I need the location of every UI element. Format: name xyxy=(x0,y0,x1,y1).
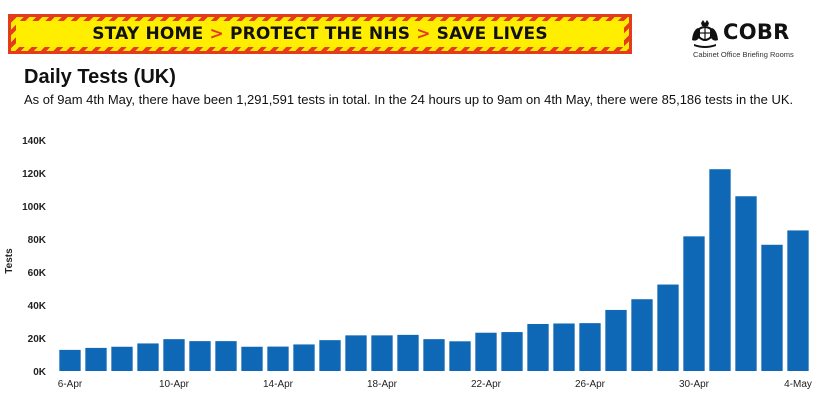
chart-description: As of 9am 4th May, there have been 1,291… xyxy=(24,92,794,107)
bar-4-May xyxy=(787,230,809,371)
y-tick-label: 40K xyxy=(28,301,47,312)
bar-15-Apr xyxy=(293,344,315,371)
y-tick-label: 120K xyxy=(22,169,47,180)
bar-1-May xyxy=(709,169,731,371)
y-tick-label: 0K xyxy=(33,367,47,378)
y-tick-label: 140K xyxy=(22,136,47,147)
bar-7-Apr xyxy=(85,347,107,371)
bar-11-Apr xyxy=(189,341,211,371)
x-tick-label: 26-Apr xyxy=(575,379,606,390)
y-tick-label: 80K xyxy=(28,235,47,246)
x-axis: 6-Apr 10-Apr 14-Apr 18-Apr 22-Apr 26-Apr 30-Ap… xyxy=(58,379,812,390)
royal-crest-icon xyxy=(692,20,718,48)
chevron-right-icon: > xyxy=(209,24,224,44)
bar-25-Apr xyxy=(553,323,575,371)
cobr-wordmark: COBR xyxy=(723,20,790,44)
bar-12-Apr xyxy=(215,341,237,371)
bar-26-Apr xyxy=(579,323,601,371)
bar-18-Apr xyxy=(371,335,393,371)
bar-16-Apr xyxy=(319,340,341,371)
y-tick-label: 100K xyxy=(22,202,47,213)
bar-13-Apr xyxy=(241,346,263,371)
x-tick-label: 22-Apr xyxy=(471,379,502,390)
x-tick-label: 18-Apr xyxy=(367,379,398,390)
bar-19-Apr xyxy=(397,334,419,371)
bar-chart: 0K 20K 40K 60K 80K 100K 120K 140K 6-Apr 10-Apr 14… xyxy=(4,136,812,390)
x-tick-label: 30-Apr xyxy=(679,379,710,390)
bar-30-Apr xyxy=(683,236,705,371)
chart-title: Daily Tests (UK) xyxy=(24,66,176,88)
y-axis: 0K 20K 40K 60K 80K 100K 120K 140K xyxy=(22,136,47,378)
y-tick-label: 20K xyxy=(28,334,47,345)
bar-8-Apr xyxy=(111,346,133,371)
cobr-subtitle: Cabinet Office Briefing Rooms xyxy=(693,50,794,59)
bar-series xyxy=(59,169,809,371)
x-tick-label: 14-Apr xyxy=(263,379,294,390)
bar-10-Apr xyxy=(163,339,185,371)
x-tick-label: 6-Apr xyxy=(58,379,83,390)
slogan-stay-home: STAY HOME xyxy=(92,24,204,44)
x-tick-label: 10-Apr xyxy=(159,379,190,390)
bar-3-May xyxy=(761,244,783,371)
slogan-text: STAY HOME > PROTECT THE NHS > SAVE LIVES xyxy=(16,21,624,47)
bar-23-Apr xyxy=(501,332,523,371)
slogan-banner: STAY HOME > PROTECT THE NHS > SAVE LIVES xyxy=(8,14,632,54)
y-axis-label: Tests xyxy=(4,248,15,274)
bar-29-Apr xyxy=(657,284,679,371)
bar-9-Apr xyxy=(137,343,159,371)
bar-2-May xyxy=(735,196,757,371)
bar-27-Apr xyxy=(605,309,627,371)
bar-20-Apr xyxy=(423,339,445,371)
cobr-logo: COBR Cabinet Office Briefing Rooms xyxy=(690,18,822,62)
bar-28-Apr xyxy=(631,299,653,371)
slogan-protect-nhs: PROTECT THE NHS xyxy=(229,24,411,44)
bar-17-Apr xyxy=(345,335,367,371)
bar-21-Apr xyxy=(449,341,471,371)
x-tick-label: 4-May xyxy=(784,379,812,390)
slogan-save-lives: SAVE LIVES xyxy=(436,24,548,44)
bar-14-Apr xyxy=(267,346,289,371)
bar-22-Apr xyxy=(475,332,497,371)
bar-6-Apr xyxy=(59,349,81,371)
chevron-right-icon: > xyxy=(416,24,431,44)
y-tick-label: 60K xyxy=(28,268,47,279)
bar-24-Apr xyxy=(527,323,549,371)
